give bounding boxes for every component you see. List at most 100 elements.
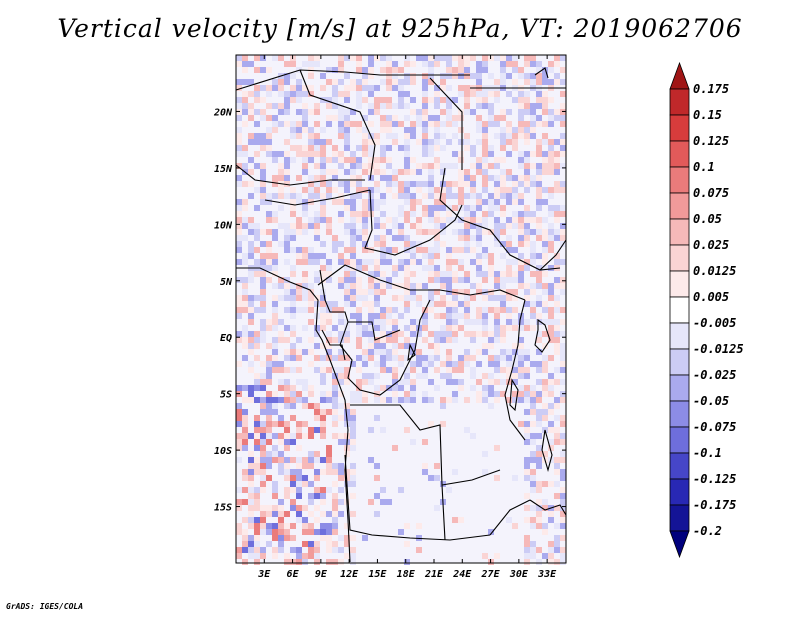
field-cell — [356, 367, 362, 373]
field-cell — [350, 211, 356, 217]
field-cell — [434, 211, 440, 217]
field-cell — [482, 253, 488, 259]
field-cell — [536, 451, 542, 457]
field-cell — [428, 361, 434, 367]
field-cell — [404, 169, 410, 175]
field-cell — [488, 529, 494, 535]
field-cell — [296, 487, 302, 493]
field-cell — [278, 85, 284, 91]
field-cell — [428, 175, 434, 181]
field-cell — [554, 277, 560, 283]
field-cell — [392, 223, 398, 229]
field-cell — [266, 415, 272, 421]
field-cell — [356, 313, 362, 319]
field-cell — [236, 301, 242, 307]
field-cell — [560, 259, 566, 265]
field-cell — [374, 223, 380, 229]
field-cell — [326, 319, 332, 325]
field-cell — [338, 283, 344, 289]
field-cell — [296, 367, 302, 373]
field-cell — [296, 91, 302, 97]
field-cell — [494, 97, 500, 103]
field-cell — [242, 151, 248, 157]
field-cell — [458, 379, 464, 385]
field-cell — [536, 145, 542, 151]
field-cell — [488, 265, 494, 271]
field-cell — [326, 301, 332, 307]
field-cell — [500, 55, 506, 61]
field-cell — [374, 463, 380, 469]
field-cell — [536, 73, 542, 79]
field-cell — [314, 61, 320, 67]
field-cell — [470, 355, 476, 361]
field-cell — [242, 325, 248, 331]
border-drc-angola — [350, 404, 501, 486]
field-cell — [308, 481, 314, 487]
field-cell — [524, 475, 530, 481]
field-cell — [284, 487, 290, 493]
field-cell — [524, 265, 530, 271]
field-cell — [254, 457, 260, 463]
field-cell — [434, 85, 440, 91]
field-cell — [302, 169, 308, 175]
field-cell — [560, 205, 566, 211]
field-cell — [494, 391, 500, 397]
field-cell — [302, 553, 308, 559]
field-cell — [554, 169, 560, 175]
field-cell — [254, 487, 260, 493]
field-cell — [290, 505, 296, 511]
field-cell — [296, 517, 302, 523]
field-cell — [422, 109, 428, 115]
field-cell — [458, 193, 464, 199]
field-cell — [506, 265, 512, 271]
field-cell — [344, 55, 350, 61]
field-cell — [536, 331, 542, 337]
field-cell — [260, 331, 266, 337]
field-cell — [284, 157, 290, 163]
field-cell — [464, 61, 470, 67]
field-cell — [428, 67, 434, 73]
field-cell — [254, 517, 260, 523]
field-cell — [422, 439, 428, 445]
field-cell — [386, 277, 392, 283]
field-cell — [350, 463, 356, 469]
field-cell — [254, 523, 260, 529]
field-cell — [434, 91, 440, 97]
field-cell — [506, 349, 512, 355]
field-cell — [428, 295, 434, 301]
field-cell — [344, 139, 350, 145]
field-cell — [248, 343, 254, 349]
field-cell — [470, 217, 476, 223]
field-cell — [482, 295, 488, 301]
field-cell — [320, 211, 326, 217]
field-cell — [392, 175, 398, 181]
field-cell — [356, 193, 362, 199]
field-cell — [314, 145, 320, 151]
field-cell — [326, 463, 332, 469]
field-cell — [398, 385, 404, 391]
field-cell — [272, 295, 278, 301]
field-cell — [236, 145, 242, 151]
field-cell — [494, 325, 500, 331]
colorbar-label: 0.025 — [693, 238, 729, 252]
field-cell — [506, 307, 512, 313]
field-cell — [278, 277, 284, 283]
field-cell — [542, 283, 548, 289]
field-cell — [524, 169, 530, 175]
field-cell — [386, 355, 392, 361]
field-cell — [314, 139, 320, 145]
field-cell — [314, 559, 320, 565]
field-cell — [356, 163, 362, 169]
field-cell — [446, 355, 452, 361]
lon-tick-label: 30E — [509, 569, 529, 580]
field-cell — [284, 307, 290, 313]
field-cell — [368, 61, 374, 67]
field-cell — [404, 199, 410, 205]
field-cell — [422, 85, 428, 91]
border-redsea — [534, 67, 549, 79]
field-cell — [254, 493, 260, 499]
field-cell — [470, 331, 476, 337]
field-cell — [482, 553, 488, 559]
field-cell — [374, 139, 380, 145]
field-cell — [332, 517, 338, 523]
